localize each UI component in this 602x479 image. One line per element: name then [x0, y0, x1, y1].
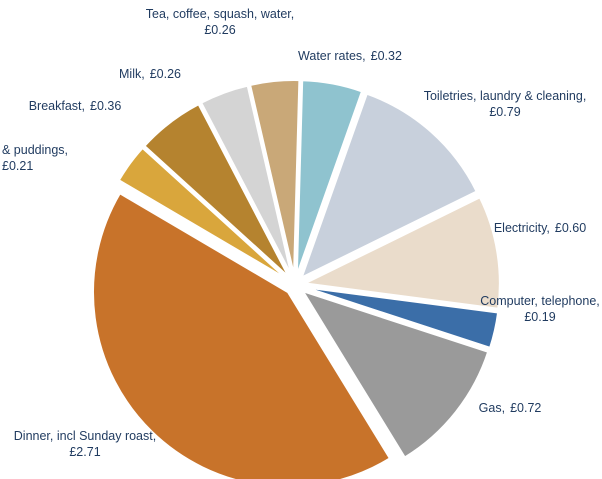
category-name: & puddings, [2, 143, 68, 157]
pie-slice [199, 84, 293, 277]
pie-slice [300, 289, 490, 459]
slice-label: Computer, telephone, £0.19 [480, 294, 600, 324]
category-name: Toiletries, laundry & cleaning, [424, 89, 587, 103]
pie-slice [117, 146, 288, 280]
slice-label: & puddings, £0.21 [2, 143, 68, 173]
category-name: Computer, telephone, [480, 294, 600, 308]
slice-label: Milk, £0.26 [119, 67, 181, 81]
slice-label: Toiletries, laundry & cleaning, £0.79 [424, 89, 587, 119]
value-label: £0.72 [510, 401, 541, 415]
slice-label: Breakfast, £0.36 [29, 99, 122, 113]
pie-slice [299, 92, 478, 280]
pie-slice [304, 286, 500, 350]
value-label: £0.26 [150, 67, 181, 81]
pie-slice [295, 79, 364, 276]
value-label: £0.32 [371, 49, 402, 63]
pie-slice [301, 196, 501, 310]
slice-label: Tea, coffee, squash, water, £0.26 [146, 7, 294, 37]
value-label: £0.21 [2, 159, 33, 173]
category-name: Gas, [479, 401, 505, 415]
category-name: Dinner, incl Sunday roast, [14, 429, 156, 443]
slice-label: Gas, £0.72 [479, 401, 542, 415]
category-name: Water rates, [298, 49, 366, 63]
slice-label: Dinner, incl Sunday roast, £2.71 [14, 429, 156, 459]
value-label: £0.79 [489, 105, 520, 119]
value-label: £0.36 [90, 99, 121, 113]
value-label: £0.26 [204, 23, 235, 37]
category-name: Milk, [119, 67, 145, 81]
category-name: Electricity, [494, 221, 550, 235]
value-label: £2.71 [69, 445, 100, 459]
category-name: Tea, coffee, squash, water, [146, 7, 294, 21]
slice-label: Electricity, £0.60 [494, 221, 586, 235]
pie-slice [248, 79, 301, 276]
value-label: £0.60 [555, 221, 586, 235]
pie-slice [143, 102, 290, 278]
category-name: Breakfast, [29, 99, 85, 113]
pie-slice [91, 191, 392, 479]
slice-label: Water rates, £0.32 [298, 49, 402, 63]
value-label: £0.19 [524, 310, 555, 324]
